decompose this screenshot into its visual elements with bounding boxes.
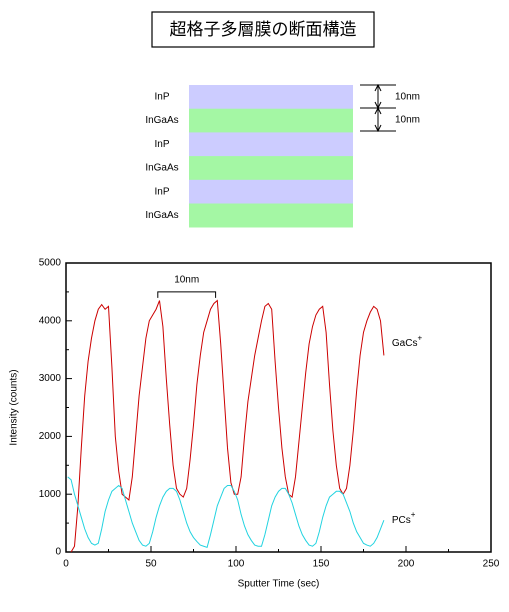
series-label: GaCs+ [392,334,423,350]
x-tick-label: 200 [398,559,415,570]
layer [189,108,353,133]
series-line [70,299,385,553]
y-tick-label: 4000 [39,315,62,326]
layer-label: InP [154,91,169,102]
annotation-label: 10nm [174,275,199,286]
layer [189,132,353,157]
y-axis-label: Intensity (counts) [9,369,20,445]
x-tick-label: 250 [483,559,500,570]
y-tick-label: 5000 [39,258,62,269]
title: 超格子多層膜の断面構造 [170,20,357,40]
layer-label: InGaAs [145,210,178,221]
series-label: PCs+ [392,510,416,526]
x-tick-label: 50 [145,559,157,570]
layer [189,203,353,228]
layer-label: InGaAs [145,115,178,126]
x-tick-label: 0 [63,559,69,570]
title-box [151,11,375,48]
y-tick-label: 3000 [39,373,62,384]
x-axis-label: Sputter Time (sec) [238,579,320,590]
y-tick-label: 1000 [39,489,62,500]
dimension-arrows [360,83,396,133]
x-tick-label: 150 [313,559,330,570]
layer [189,85,353,109]
layer [189,179,353,204]
x-tick-label: 100 [228,559,245,570]
dimension-label: 10nm [395,92,420,103]
layer-label: InGaAs [145,163,178,174]
layer [189,156,353,181]
dimension-label: 10nm [395,115,420,126]
y-tick-label: 2000 [39,431,62,442]
layer-label: InP [154,139,169,150]
layer-label: InP [154,186,169,197]
annotation-bracket [157,291,217,298]
series-line [67,476,385,549]
y-tick-label: 0 [55,547,61,558]
